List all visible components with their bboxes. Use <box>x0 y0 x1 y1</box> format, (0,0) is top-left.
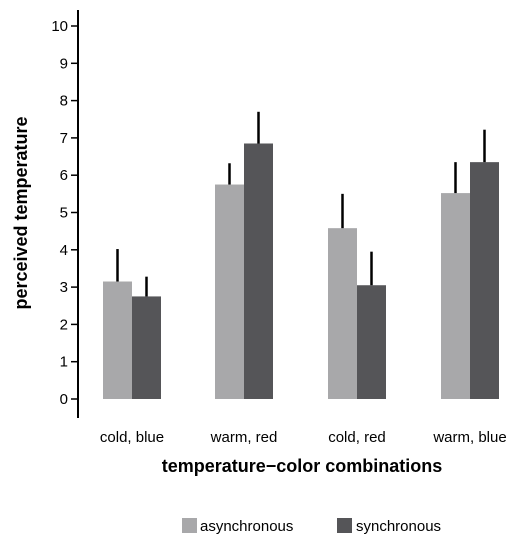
x-tick-label: warm, red <box>210 429 278 446</box>
y-tick-label: 9 <box>60 55 68 72</box>
legend-swatch-asynchronous <box>182 518 197 533</box>
bar-synchronous <box>244 143 273 399</box>
y-tick-label: 2 <box>60 316 68 333</box>
y-tick-label: 1 <box>60 354 68 371</box>
bar-asynchronous <box>328 228 357 399</box>
legend-label-synchronous: synchronous <box>356 518 441 535</box>
x-tick-labels: cold, blue warm, red cold, red warm, blue <box>100 429 507 446</box>
x-tick-label: cold, blue <box>100 429 164 446</box>
bar-asynchronous <box>441 193 470 399</box>
legend: asynchronous synchronous <box>182 518 441 535</box>
y-tick-label: 10 <box>51 18 68 35</box>
bar-asynchronous <box>215 184 244 399</box>
y-tick-label: 7 <box>60 130 68 147</box>
x-tick-label: cold, red <box>328 429 386 446</box>
y-tick-label: 4 <box>60 242 68 259</box>
y-tick-label: 6 <box>60 167 68 184</box>
x-axis-title: temperature−color combinations <box>162 456 443 476</box>
y-tick-label: 5 <box>60 205 68 222</box>
legend-label-asynchronous: asynchronous <box>200 518 293 535</box>
legend-swatch-synchronous <box>337 518 352 533</box>
y-tick-label: 0 <box>60 391 68 408</box>
y-tick-label: 3 <box>60 279 68 296</box>
bar-synchronous <box>132 296 161 399</box>
y-axis: 0 1 2 3 4 5 6 7 8 9 10 <box>51 10 79 418</box>
y-tick-label: 8 <box>60 93 68 110</box>
bars <box>103 111 499 399</box>
bar-asynchronous <box>103 281 132 399</box>
bar-synchronous <box>470 162 499 399</box>
bar-synchronous <box>357 285 386 399</box>
x-tick-label: warm, blue <box>432 429 506 446</box>
y-axis-title: perceived temperature <box>11 116 31 309</box>
